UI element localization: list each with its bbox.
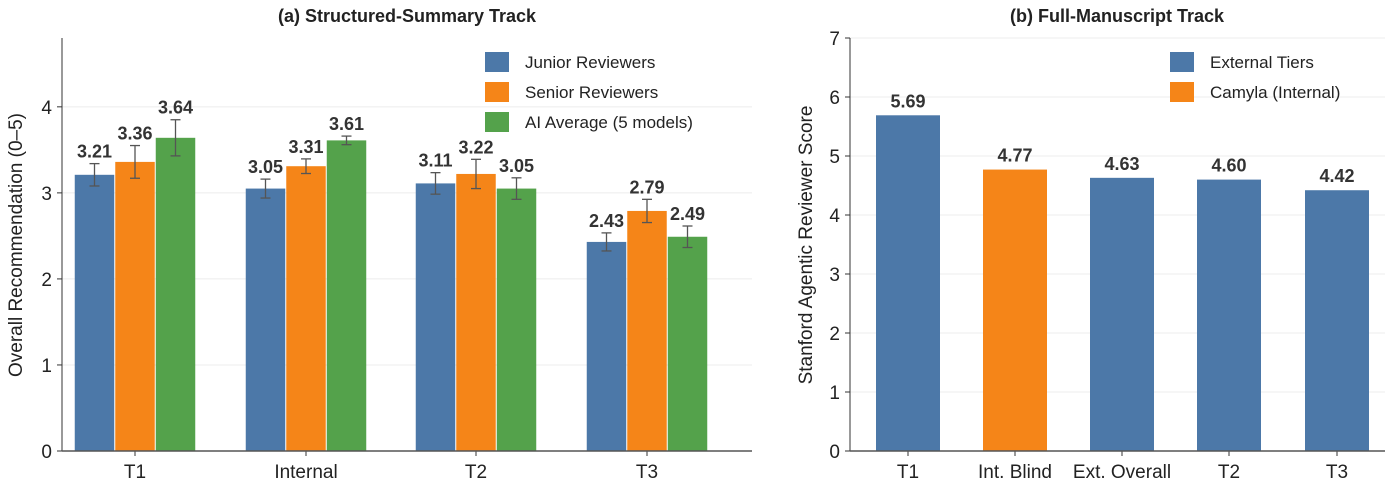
chart-a-xtick-label: T1 <box>124 462 146 483</box>
chart-a-legend-label: Junior Reviewers <box>525 53 655 72</box>
chart-a-legend-label: Senior Reviewers <box>525 83 658 102</box>
chart-a-bar <box>155 137 196 451</box>
chart-a-legend-swatch <box>485 52 509 72</box>
chart-a-data-label: 3.61 <box>329 114 364 134</box>
chart-a-data-label: 3.64 <box>158 98 193 118</box>
chart-b-legend-swatch <box>1170 82 1194 102</box>
chart-b-legend-swatch <box>1170 52 1194 72</box>
chart-b-xtick-label: Int. Blind <box>978 462 1052 483</box>
chart-b-ylabel: Stanford Agentic Reviewer Score <box>796 106 817 385</box>
chart-b-ytick-label: 7 <box>829 29 840 50</box>
chart-a-bar <box>115 161 155 451</box>
chart-b-ytick-label: 4 <box>829 206 840 227</box>
chart-a-data-label: 2.49 <box>670 204 705 224</box>
chart-a-data-label: 3.11 <box>418 151 452 171</box>
chart-a-bar <box>415 183 456 452</box>
chart-b-legend-label: Camyla (Internal) <box>1210 83 1340 102</box>
chart-a-bar <box>326 140 367 451</box>
chart-b-data-label: 4.42 <box>1319 166 1354 186</box>
chart-b-data-label: 5.69 <box>890 91 925 111</box>
chart-a-data-label: 3.22 <box>458 137 493 157</box>
chart-a-ytick-label: 3 <box>41 184 52 205</box>
chart-a-bar <box>456 173 496 451</box>
chart-a-legend-swatch <box>485 112 509 132</box>
chart-a-bar <box>496 188 537 451</box>
chart-a-ytick-label: 0 <box>41 442 52 463</box>
chart-a-xtick-label: T2 <box>465 462 487 483</box>
chart-b-data-label: 4.60 <box>1211 156 1246 176</box>
chart-a-title: (a) Structured-Summary Track <box>278 6 537 26</box>
chart-a-data-label: 3.36 <box>117 124 152 144</box>
chart-b-ytick-label: 1 <box>829 383 840 404</box>
chart-b-bar <box>983 169 1047 451</box>
chart-b-bar <box>1090 177 1154 451</box>
chart-a-data-label: 2.79 <box>629 177 664 197</box>
chart-a-xtick-label: Internal <box>274 462 337 483</box>
chart-a-bar <box>286 166 326 451</box>
chart-a-data-label: 3.31 <box>288 137 323 157</box>
chart-b-xtick-label: T3 <box>1326 462 1348 483</box>
chart-b-xtick-label: T2 <box>1218 462 1240 483</box>
chart-a-bar <box>586 241 627 451</box>
chart-a-bar <box>667 236 708 451</box>
chart-a-bar <box>74 174 115 451</box>
chart-a-ylabel: Overall Recommendation (0–5) <box>6 113 27 377</box>
chart-b-data-label: 4.63 <box>1104 154 1139 174</box>
chart-a-legend-swatch <box>485 82 509 102</box>
chart-b-title: (b) Full-Manuscript Track <box>1010 6 1225 26</box>
chart-b-ytick-label: 0 <box>829 442 840 463</box>
chart-a-ytick-label: 4 <box>41 98 52 119</box>
chart-b-xtick-label: T1 <box>897 462 919 483</box>
chart-a-data-label: 3.05 <box>248 157 283 177</box>
chart-b-ytick-label: 3 <box>829 265 840 286</box>
chart-b-legend-label: External Tiers <box>1210 53 1314 72</box>
chart-b-ytick-label: 5 <box>829 147 840 168</box>
chart-a-ytick-label: 2 <box>41 270 52 291</box>
chart-a-data-label: 3.21 <box>77 142 112 162</box>
chart-a-data-label: 3.05 <box>499 156 534 176</box>
chart-b-data-label: 4.77 <box>997 146 1032 166</box>
chart-a-bar <box>627 210 667 451</box>
chart-a-xtick-label: T3 <box>636 462 658 483</box>
chart-b-xtick-label: Ext. Overall <box>1073 462 1171 483</box>
chart-a-data-label: 2.43 <box>589 211 624 231</box>
chart-b-ytick-label: 2 <box>829 324 840 345</box>
chart-a-ytick-label: 1 <box>41 356 52 377</box>
chart-b-ytick-label: 6 <box>829 88 840 109</box>
chart-a-legend-label: AI Average (5 models) <box>525 113 693 132</box>
chart-b-bar <box>1305 190 1369 451</box>
chart-a-bar <box>245 188 286 451</box>
chart-b-bar <box>876 115 940 451</box>
chart-b-bar <box>1197 179 1261 451</box>
